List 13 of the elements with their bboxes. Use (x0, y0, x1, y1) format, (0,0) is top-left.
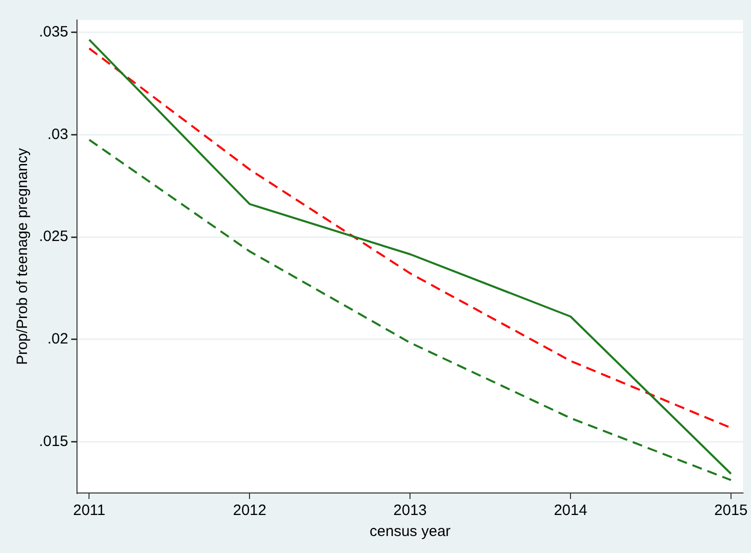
x-tick-label: 2014 (554, 502, 588, 520)
y-tick-label: .035 (38, 23, 68, 40)
x-tick-label: 2011 (73, 502, 106, 520)
x-tick-label: 2013 (393, 502, 427, 520)
y-tick-label: .02 (47, 330, 68, 348)
x-axis-title: census year (370, 523, 451, 540)
line-series (88, 138, 732, 482)
y-tick-label: .015 (38, 432, 68, 450)
x-tick-label: 2012 (232, 502, 266, 520)
y-tick-label: .03 (47, 126, 68, 143)
x-tick-label: 2015 (714, 502, 748, 520)
y-axis-title: Prop/Prob of teenage pregnancy (14, 148, 32, 365)
y-tick-label: .025 (38, 228, 68, 246)
